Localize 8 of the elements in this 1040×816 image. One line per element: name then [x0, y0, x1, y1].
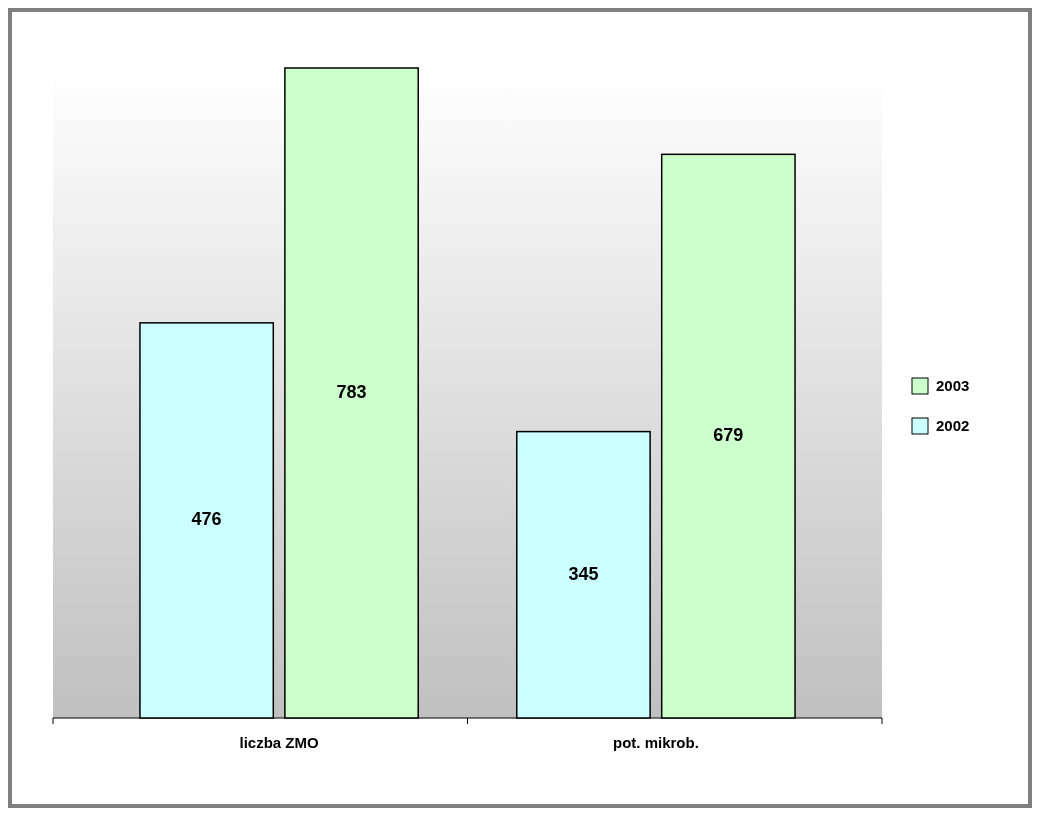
- x-tick-label: liczba ZMO: [239, 734, 319, 751]
- legend-label: 2003: [936, 377, 970, 394]
- legend-label: 2002: [936, 417, 970, 434]
- data-label: 783: [336, 381, 367, 402]
- data-label: 679: [713, 424, 744, 445]
- data-label: 345: [568, 563, 599, 584]
- data-label: 476: [191, 509, 222, 530]
- x-tick-label: pot. mikrob.: [612, 734, 699, 751]
